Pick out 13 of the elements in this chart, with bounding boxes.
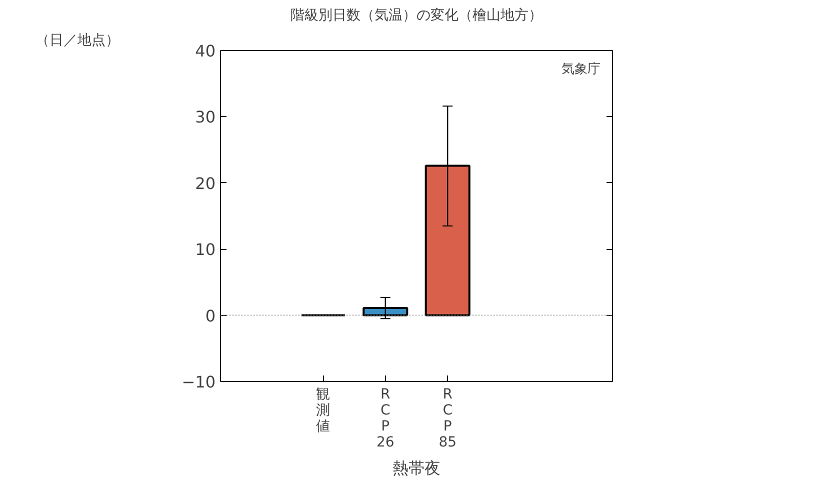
y-tick-label: −10 xyxy=(182,372,216,392)
x-tick-label: 観測値 xyxy=(316,386,330,434)
y-tick-label: 20 xyxy=(195,174,216,193)
x-axis-title: 熱帯夜 xyxy=(392,458,440,478)
y-tick-label: 30 xyxy=(195,108,216,127)
y-axis-title: （日／地点） xyxy=(36,32,120,48)
y-tick-label: 40 xyxy=(195,42,216,60)
x-tick-label: R C P 85 xyxy=(438,386,457,450)
text: 気象庁 xyxy=(562,61,600,77)
chart-title: 階級別日数（気温）の変化（檜山地方） xyxy=(290,8,542,24)
x-tick-label: R C P 26 xyxy=(376,386,394,450)
y-tick-label: 10 xyxy=(195,240,216,260)
y-tick-label: 0 xyxy=(205,306,216,326)
